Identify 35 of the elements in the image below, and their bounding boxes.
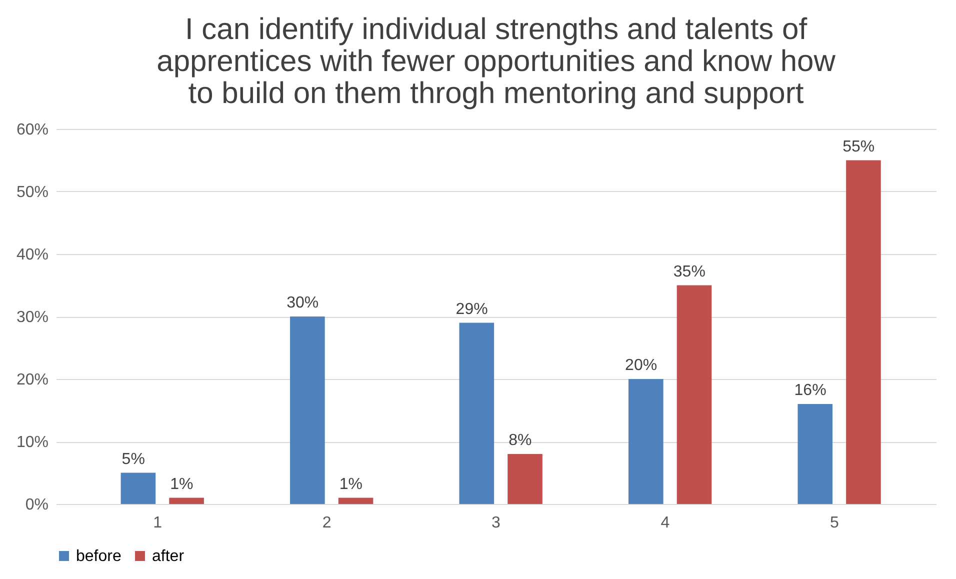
data-label: 5% bbox=[122, 450, 145, 468]
bar bbox=[798, 404, 833, 504]
bar bbox=[338, 498, 374, 504]
legend-label: after bbox=[152, 548, 185, 565]
y-tick-label: 0% bbox=[25, 496, 48, 514]
data-label: 30% bbox=[286, 294, 319, 312]
y-tick-label: 50% bbox=[16, 184, 48, 201]
bar bbox=[628, 379, 664, 504]
data-label: 35% bbox=[673, 263, 706, 280]
y-tick-label: 10% bbox=[16, 434, 48, 451]
bar bbox=[120, 472, 156, 504]
data-label: 1% bbox=[339, 476, 363, 493]
legend-label: before bbox=[76, 548, 122, 565]
chart-title: I can identify individual strengths and talents of apprentices with fewer opportunities and know how to build on them throgh mentoring and support bbox=[156, 13, 836, 110]
y-tick-label: 20% bbox=[16, 372, 48, 388]
data-label: 1% bbox=[170, 476, 194, 493]
data-label: 8% bbox=[508, 432, 532, 449]
data-label: 55% bbox=[842, 138, 875, 156]
x-tick-label: 1 bbox=[153, 514, 162, 532]
y-tick-label: 60% bbox=[16, 122, 48, 138]
bar bbox=[846, 160, 881, 504]
y-tick-label: 30% bbox=[16, 309, 48, 326]
bar bbox=[169, 498, 204, 504]
data-label: 29% bbox=[456, 300, 488, 318]
data-label: 16% bbox=[794, 382, 826, 399]
x-tick-label: 2 bbox=[322, 514, 332, 532]
x-tick-label: 3 bbox=[492, 514, 501, 532]
data-label: 20% bbox=[625, 357, 658, 374]
bar bbox=[676, 285, 712, 504]
bar bbox=[459, 322, 494, 504]
bar bbox=[508, 454, 542, 504]
x-tick-label: 4 bbox=[660, 514, 670, 532]
bar bbox=[290, 316, 325, 504]
y-tick-label: 40% bbox=[16, 246, 48, 264]
x-tick-label: 5 bbox=[830, 514, 840, 532]
